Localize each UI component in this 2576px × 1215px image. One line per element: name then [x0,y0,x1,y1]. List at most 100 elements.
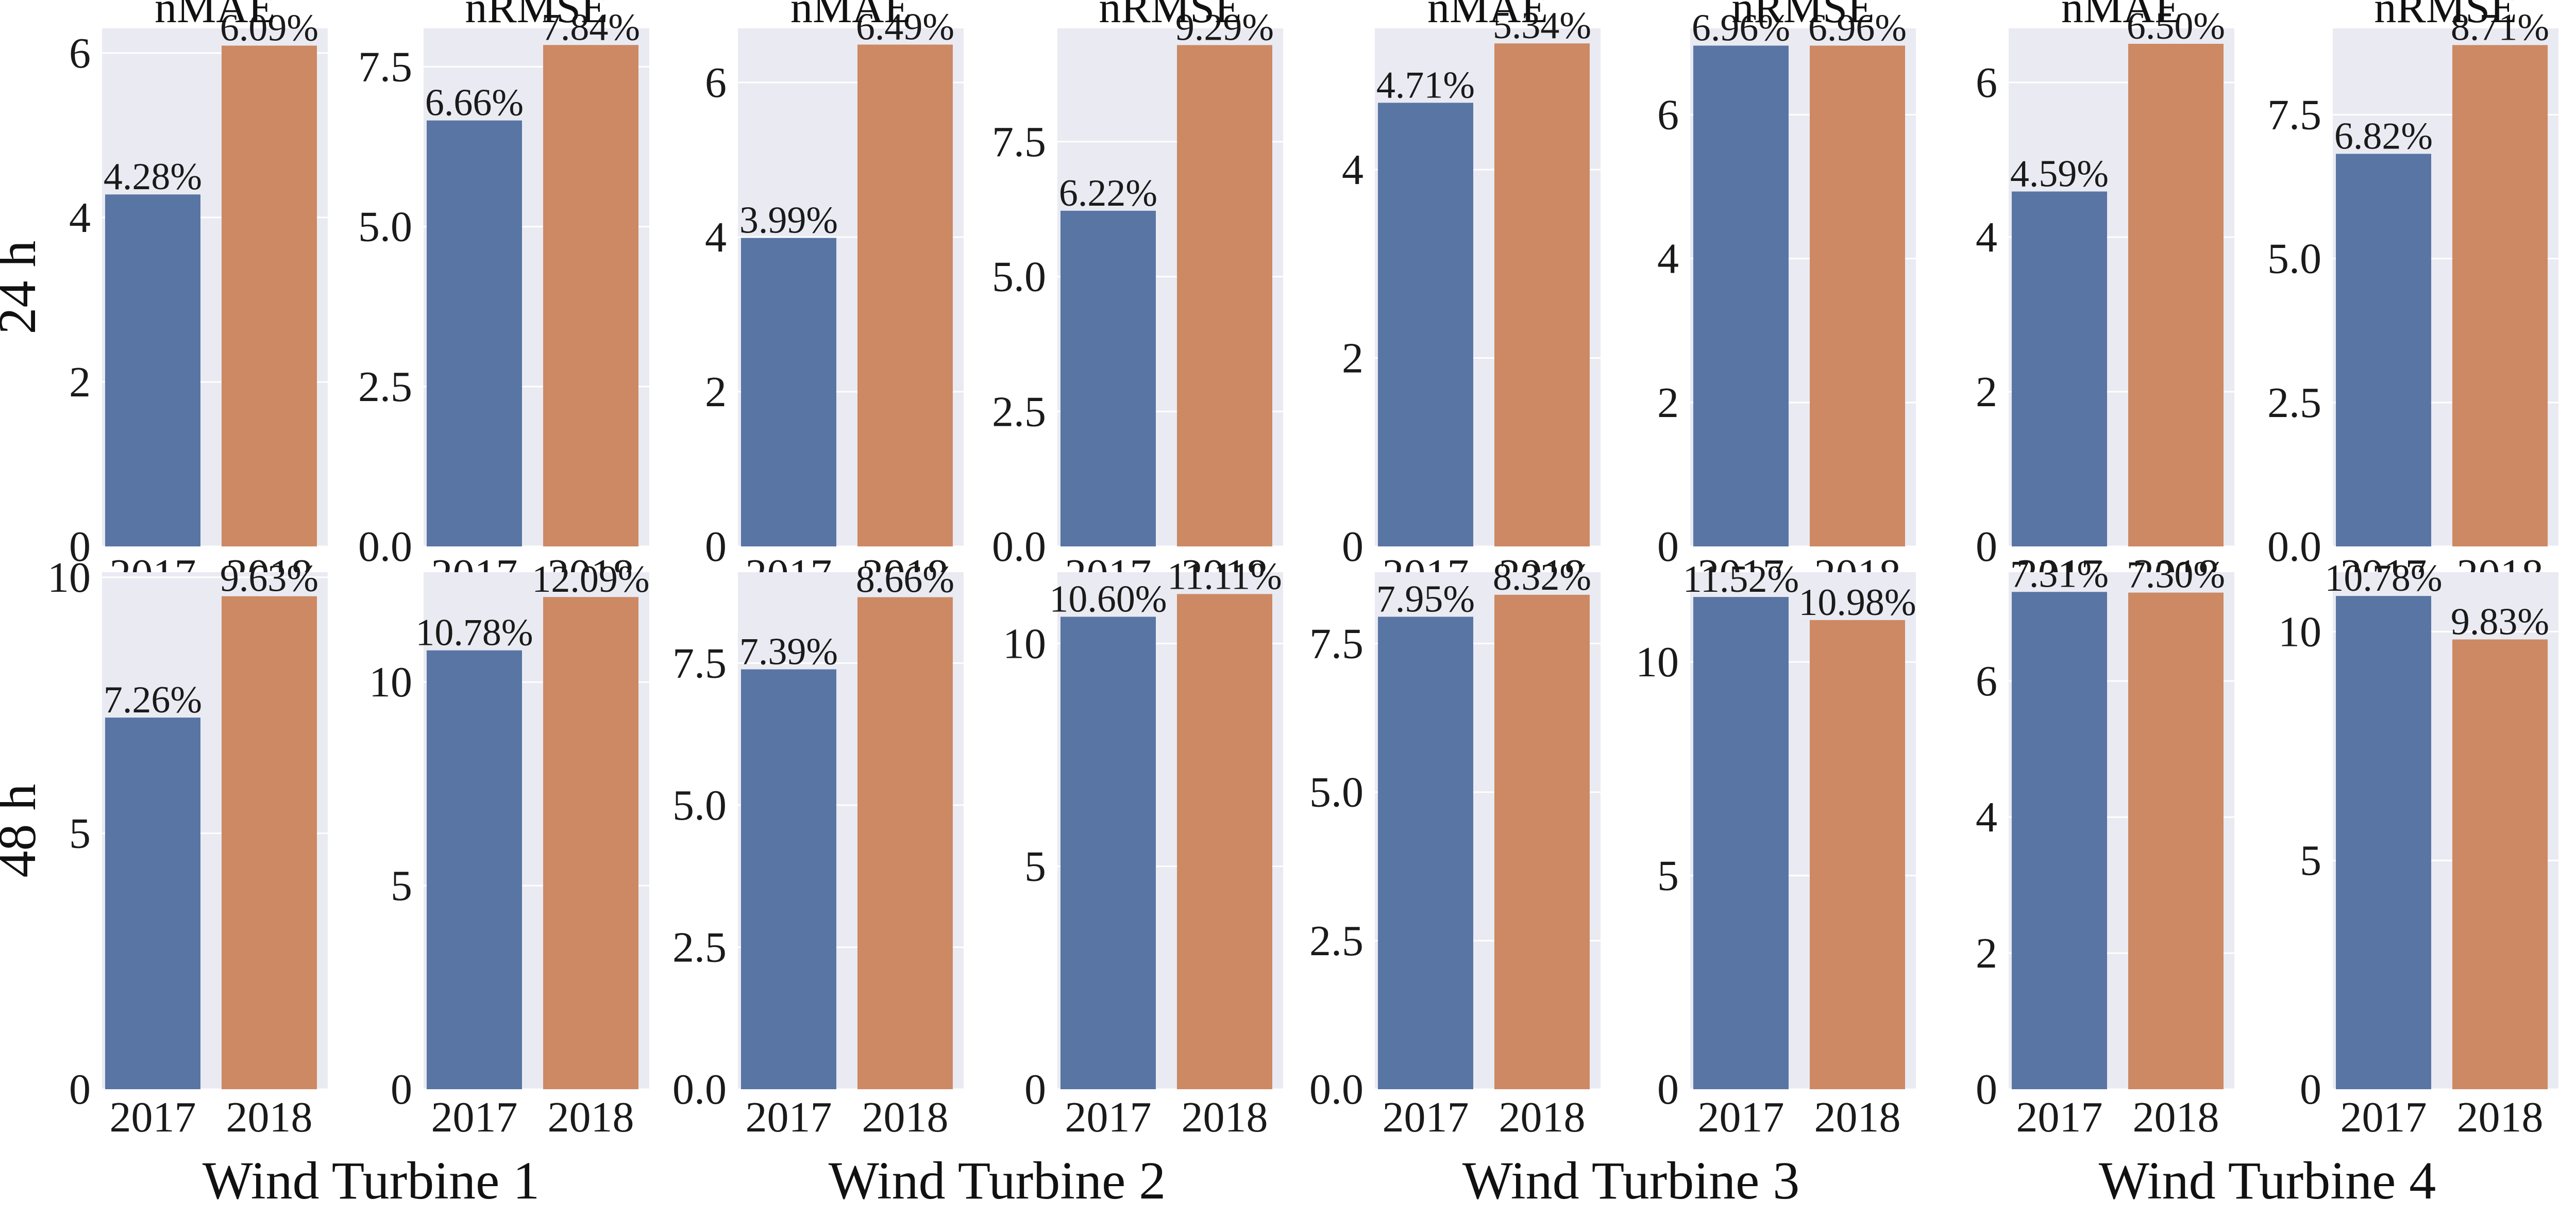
bar-2017 [2012,191,2107,546]
y-tick-label: 6 [1976,59,1997,107]
bar-2017 [741,238,836,546]
y-tick-label: 0 [1657,1066,1679,1113]
y-tick-label: 0 [705,523,727,571]
bar-2017 [1060,210,1156,546]
y-tick-label: 5 [1024,843,1046,891]
data-label: 6.66% [425,82,524,124]
bar-2018 [543,45,638,546]
y-tick-label: 5.0 [992,253,1046,301]
y-tick-label: 10 [2278,608,2321,656]
y-tick-label: 5.0 [1309,769,1363,817]
group-label: Wind Turbine 2 [829,1151,1166,1210]
bar-2018 [1177,594,1272,1089]
bar-2018 [857,597,953,1089]
y-tick-label: 0.0 [358,523,412,571]
y-tick-label: 0.0 [1309,1066,1363,1113]
data-label: 6.50% [2127,5,2225,47]
y-tick-label: 5 [1657,852,1679,900]
bar-2018 [1494,594,1590,1089]
x-tick-label: 2018 [1182,1093,1268,1141]
x-tick-label: 2017 [1698,1093,1784,1141]
bar-2017 [741,669,836,1089]
data-label: 5.34% [1493,5,1591,47]
y-tick-label: 7.5 [2267,91,2321,139]
x-tick-label: 2018 [226,1093,313,1141]
bar-2017 [1378,103,1473,546]
data-label: 8.66% [856,558,954,601]
y-tick-label: 0 [1976,1066,1997,1113]
y-tick-label: 10 [1003,620,1046,668]
y-tick-label: 4 [1976,213,1997,261]
x-tick-label: 2018 [1814,1093,1901,1141]
data-label: 6.96% [1808,7,1907,49]
row-label: 24 h [0,241,47,335]
data-label: 6.49% [856,6,954,48]
y-tick-label: 2 [1657,379,1679,427]
data-label: 10.78% [415,612,533,654]
data-label: 4.71% [1376,64,1475,106]
y-tick-label: 0.0 [2267,523,2321,571]
bar-2017 [1693,45,1789,546]
panel-title: nMAE [1427,0,1548,32]
data-label: 6.96% [1692,7,1790,49]
bar-2017 [105,194,200,546]
y-tick-label: 2.5 [992,388,1046,436]
y-tick-label: 0 [69,523,91,571]
y-tick-label: 7.5 [358,43,412,91]
x-tick-label: 2017 [1383,1093,1469,1141]
bar-2017 [427,650,522,1089]
data-label: 4.28% [104,156,202,198]
bar-2018 [222,596,317,1089]
y-tick-label: 6 [1976,657,1997,705]
y-tick-label: 2 [1976,929,1997,977]
panel-title: nRMSE [1099,0,1241,32]
y-tick-label: 2.5 [1309,917,1363,965]
y-tick-label: 0 [1024,1066,1046,1113]
y-tick-label: 7.5 [1309,620,1363,668]
panel-r1-c2: 0.0 2.5 5.0 7.5 7.39% 2017 8.66% 2018 [672,558,964,1141]
y-tick-label: 6 [1657,91,1679,139]
y-tick-label: 0.0 [992,523,1046,571]
y-tick-label: 10 [369,658,412,706]
y-tick-label: 2.5 [2267,379,2321,427]
bar-2018 [2452,639,2548,1089]
data-label: 4.59% [2010,153,2109,195]
data-label: 8.71% [2451,6,2549,48]
data-label: 11.52% [1683,558,1799,601]
y-tick-label: 4 [1657,235,1679,283]
y-tick-label: 0 [391,1066,412,1113]
y-tick-label: 0 [69,1066,91,1113]
panel-title: nRMSE [2374,0,2517,32]
bar-2018 [857,44,953,546]
y-tick-label: 5 [391,862,412,910]
data-label: 6.82% [2334,115,2433,157]
panel-title: nMAE [155,0,275,32]
data-label: 7.39% [739,630,838,673]
x-tick-label: 2017 [2341,1093,2427,1141]
y-tick-label: 5 [2300,837,2321,885]
bar-2017 [2012,592,2107,1089]
data-label: 7.95% [1376,578,1475,620]
y-tick-label: 2.5 [672,923,727,971]
data-label: 7.26% [104,679,202,721]
data-label: 7.30% [2127,554,2225,596]
data-label: 9.29% [1175,6,1274,48]
data-label: 3.99% [739,199,838,242]
y-tick-label: 0 [2300,1066,2321,1113]
bar-2017 [1378,617,1473,1089]
y-tick-label: 10 [47,554,91,602]
bar-2018 [543,597,638,1089]
x-tick-label: 2017 [746,1093,832,1141]
y-tick-label: 4 [1342,146,1363,194]
y-tick-label: 0 [1976,523,1997,571]
group-label: Wind Turbine 1 [203,1151,540,1210]
bar-2017 [1060,617,1156,1089]
bar-2018 [1494,43,1590,546]
